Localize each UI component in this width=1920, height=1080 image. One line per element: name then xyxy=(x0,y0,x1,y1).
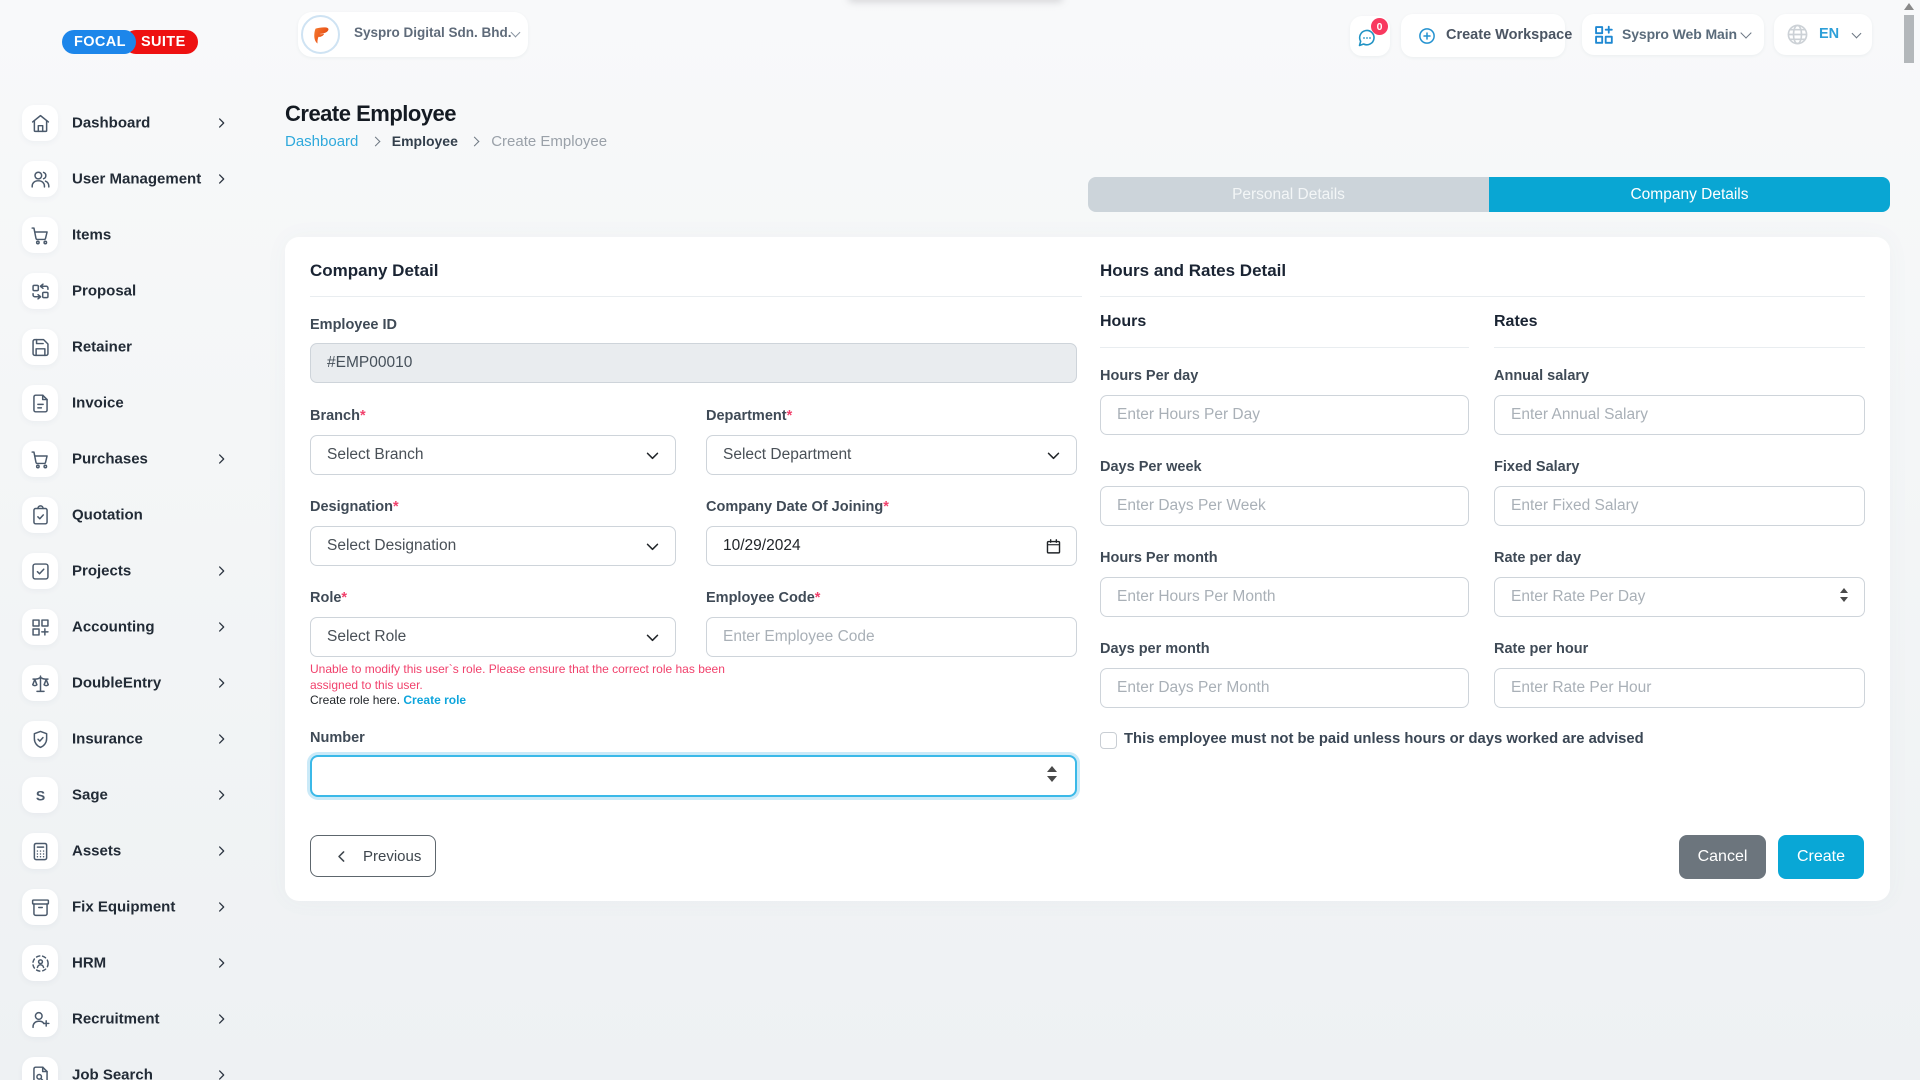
svg-text:S: S xyxy=(35,787,44,803)
